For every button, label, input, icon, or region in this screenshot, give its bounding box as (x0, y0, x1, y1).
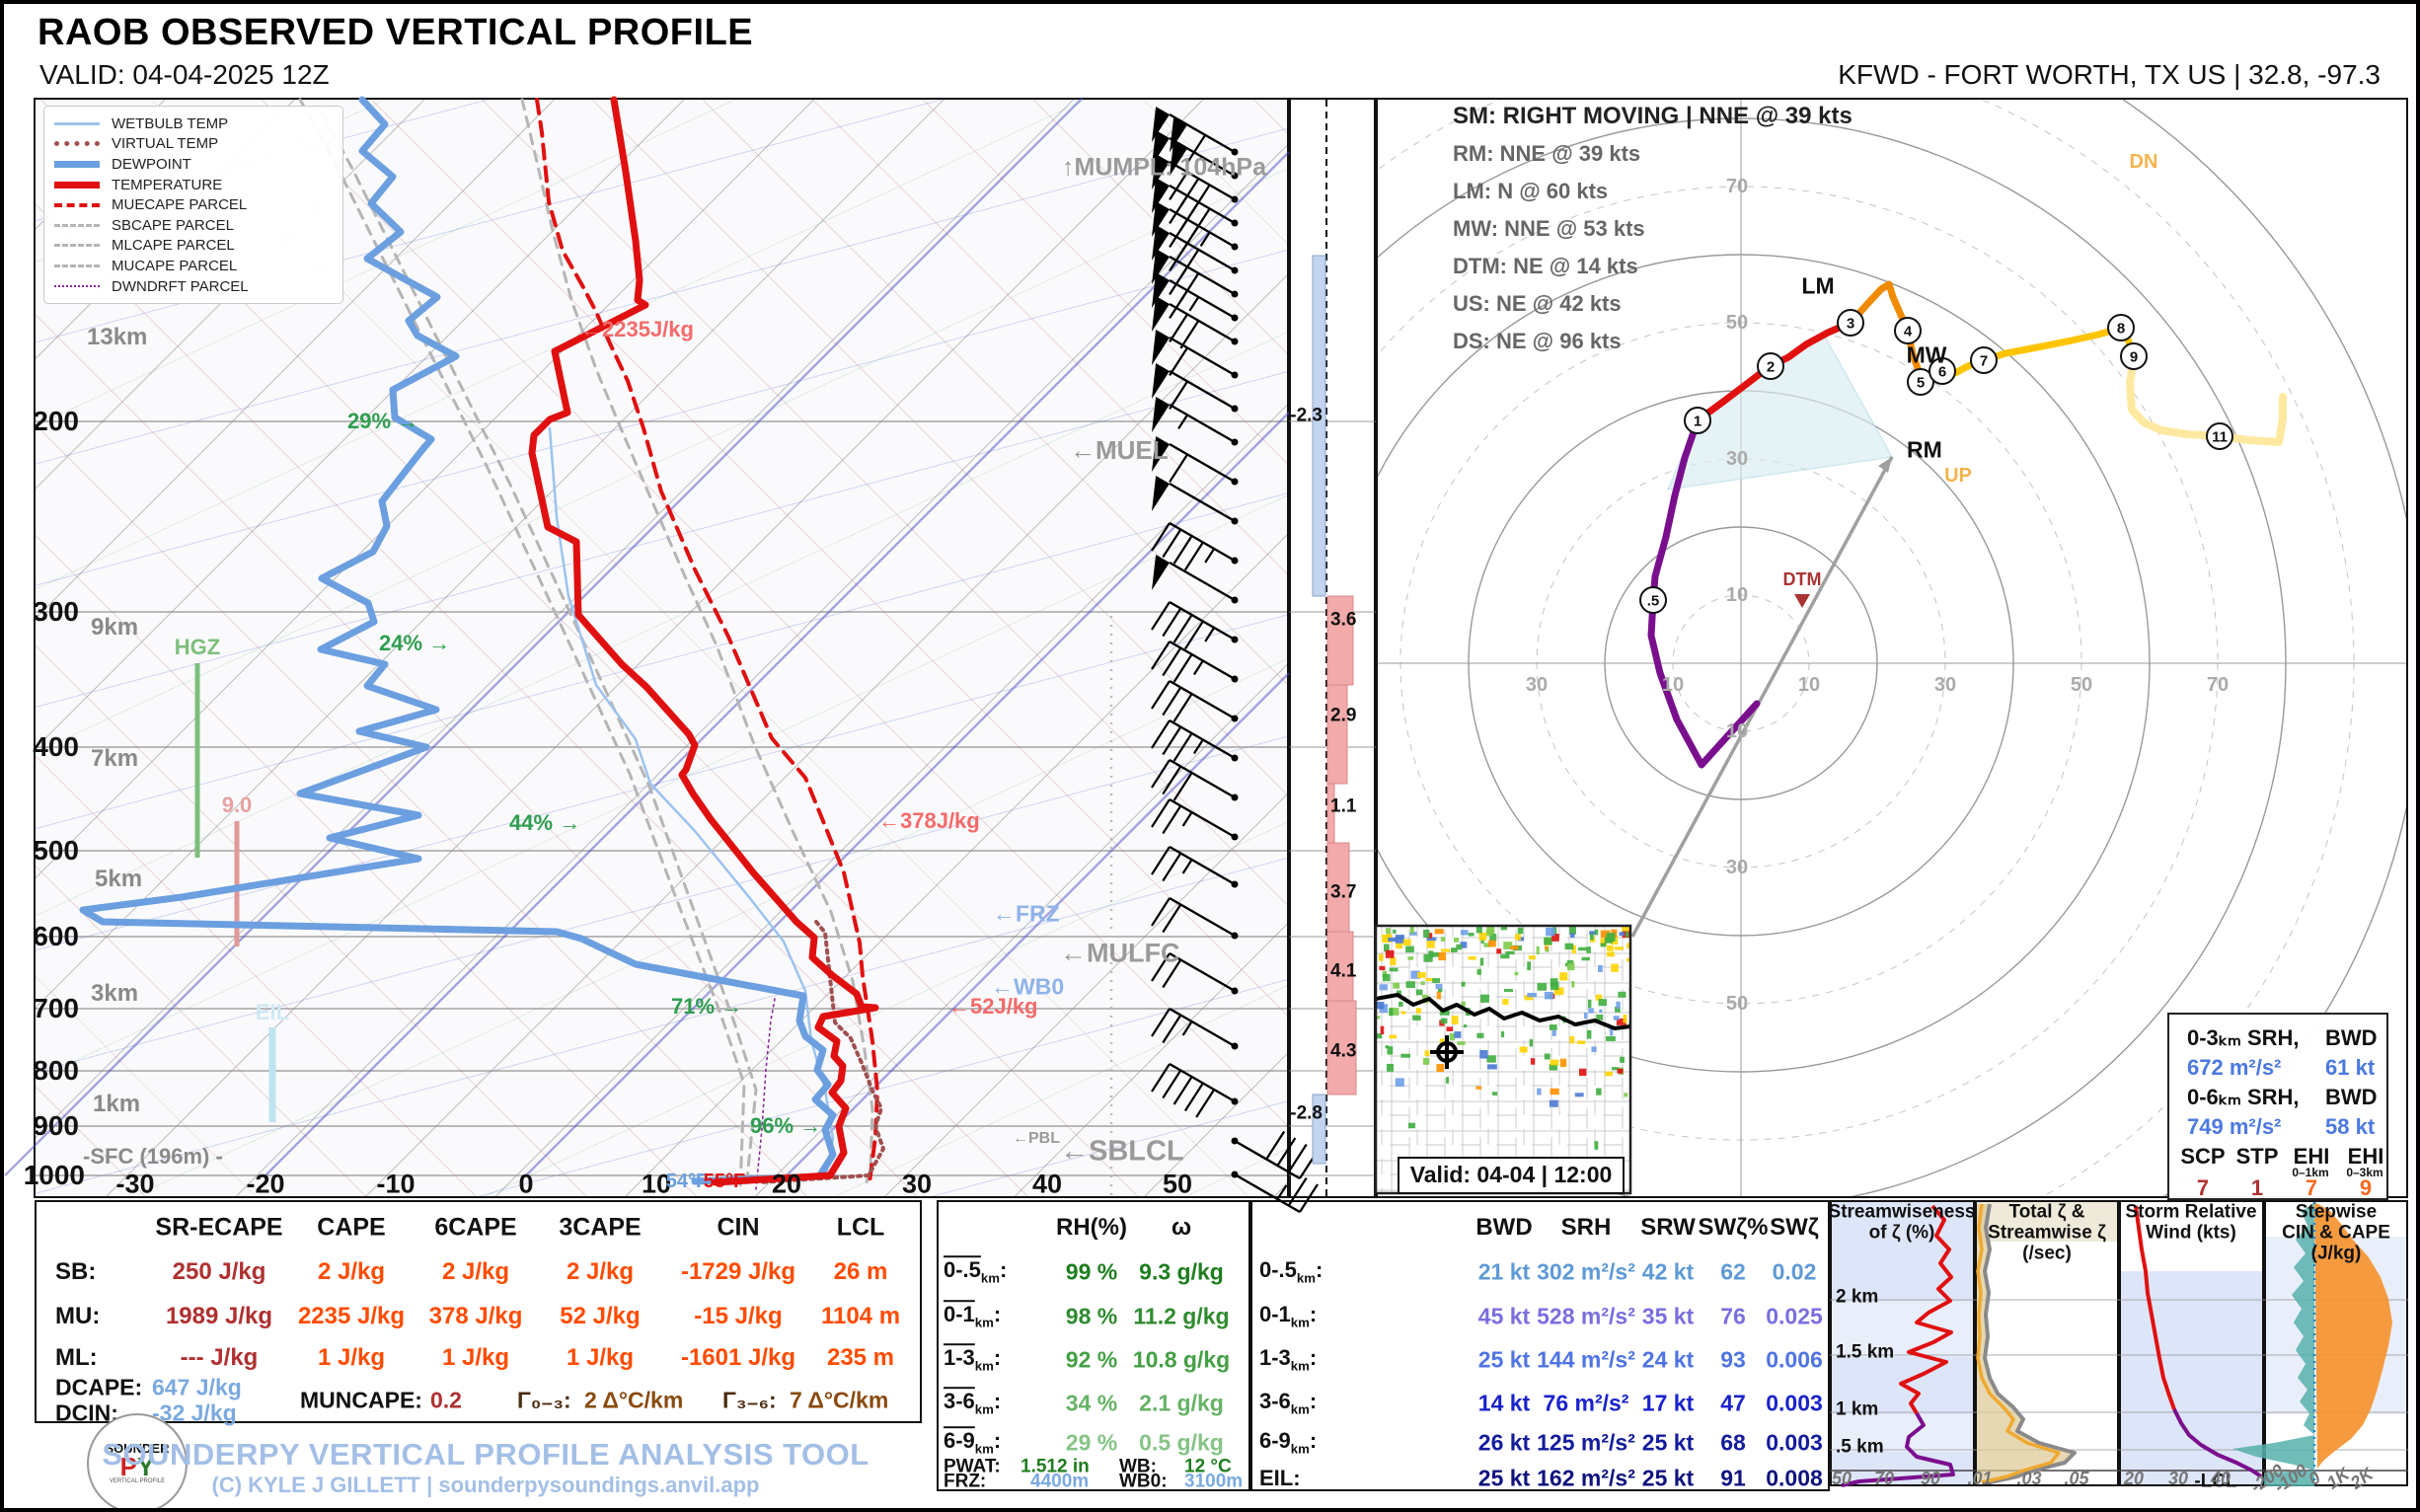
storm-motion-headline: SM: RIGHT MOVING | NNE @ 39 kts (1453, 103, 1853, 129)
srh-bwd-summary-box (2167, 1013, 2388, 1200)
legend-swatch (54, 181, 100, 189)
page-title: RAOB OBSERVED VERTICAL PROFILE (38, 12, 754, 53)
legend-swatch (54, 121, 100, 125)
legend-item-sbcape-parcel: SBCAPE PARCEL (54, 215, 333, 236)
skewt-legend: WETBULB TEMP VIRTUAL TEMP DEWPOINT TEMPERAT… (43, 106, 343, 305)
footer-tool-name: SOUNDERPY VERTICAL PROFILE ANALYSIS TOOL (102, 1437, 870, 1472)
storm-motion-line: RM: NNE @ 39 kts (1453, 141, 1641, 166)
storm-motion-line: LM: N @ 60 kts (1453, 179, 1609, 203)
storm-motion-line: DTM: NE @ 14 kts (1453, 254, 1638, 278)
logo-text-sounder: SOUNDER (105, 1441, 170, 1456)
legend-swatch (54, 264, 100, 267)
vorticity-panel (1975, 1200, 2119, 1486)
legend-item-temperature: TEMPERATURE (54, 175, 333, 195)
stepwise-cin-cape-panel (2264, 1200, 2408, 1486)
footer-credit: (C) KYLE J GILLETT | sounderpysoundings.… (211, 1473, 760, 1497)
storm-motion-line: US: NE @ 42 kts (1453, 291, 1622, 316)
legend-swatch (54, 244, 100, 248)
temperature-advection-column (1289, 98, 1376, 1198)
legend-swatch (54, 141, 100, 147)
sounderpy-logo: SOUNDER PY VERTICAL PROFILE (87, 1413, 188, 1508)
storm-motion-line: DS: NE @ 96 kts (1453, 329, 1622, 353)
legend-item-mlcape-parcel: MLCAPE PARCEL (54, 236, 333, 257)
radar-valid-label: Valid: 04-04 | 12:00 (1398, 1157, 1625, 1194)
legend-swatch (54, 223, 100, 227)
storm-relative-wind-panel (2119, 1200, 2264, 1486)
storm-motion-block: SM: RIGHT MOVING | NNE @ 39 kts RM: NNE … (1453, 103, 1853, 366)
streamwiseness-panel (1830, 1200, 1975, 1486)
legend-item-wetbulb-temp: WETBULB TEMP (54, 113, 333, 134)
legend-swatch (54, 285, 100, 288)
legend-item-dwndrft-parcel: DWNDRFT PARCEL (54, 276, 333, 297)
shear-table-box (1250, 1200, 1830, 1491)
logo-caption: VERTICAL PROFILE (109, 1478, 166, 1485)
storm-motion-line: MW: NNE @ 53 kts (1453, 216, 1645, 241)
legend-item-dewpoint: DEWPOINT (54, 154, 333, 175)
logo-text-py: PY (119, 1452, 155, 1481)
legend-item-virtual-temp: VIRTUAL TEMP (54, 134, 333, 155)
legend-item-muecape-parcel: MUECAPE PARCEL (54, 194, 333, 215)
thermodynamic-stats-box (35, 1200, 922, 1423)
valid-time: VALID: 04-04-2025 12Z (39, 59, 330, 90)
legend-swatch (54, 160, 100, 168)
legend-swatch (54, 202, 100, 207)
legend-item-mucape-parcel: MUCAPE PARCEL (54, 256, 333, 276)
station-id: KFWD - FORT WORTH, TX US | 32.8, -97.3 (1838, 59, 2381, 90)
humidity-table-box (937, 1200, 1250, 1491)
